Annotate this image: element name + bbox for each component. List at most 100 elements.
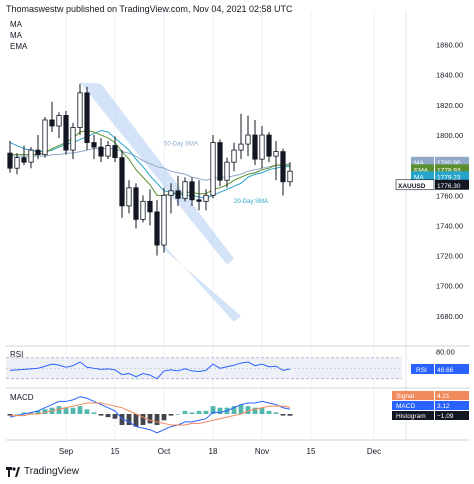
- macd-histogram-bar: [63, 407, 69, 414]
- price-tag: MA 1780.90: [411, 156, 469, 167]
- price-tag-label: MA: [414, 160, 424, 167]
- macd-tag-label: MACD: [396, 403, 415, 410]
- price-tag-value-bg: [435, 156, 469, 167]
- candle-body: [21, 157, 27, 163]
- candle-body: [147, 200, 153, 213]
- time-tick-label: Dec: [367, 447, 381, 456]
- rsi-tag-value-bg: [435, 364, 469, 375]
- candle-body: [245, 134, 251, 145]
- price-tag-value: 1780.90: [437, 160, 461, 167]
- macd-histogram-bar: [42, 409, 48, 414]
- brand[interactable]: TradingView: [6, 466, 79, 477]
- macd-histogram-bar: [217, 407, 223, 414]
- macd-histogram-bar: [210, 406, 216, 414]
- price-tick-label: 1680.00: [436, 312, 463, 321]
- candle-body: [119, 157, 125, 207]
- macd-histogram-bar: [231, 406, 237, 414]
- price-tick-label: 1800.00: [436, 131, 463, 140]
- time-tick-label: Nov: [255, 447, 269, 456]
- price-tag-label-bg: [411, 171, 434, 182]
- candle-body: [224, 161, 230, 181]
- sma50-label: 50-Day SMA: [164, 142, 198, 148]
- macd-histogram-bar: [168, 414, 174, 416]
- candle-body: [84, 92, 90, 143]
- macd-histogram-bar: [252, 407, 258, 414]
- macd-histogram-bar: [189, 412, 195, 414]
- time-tick-label: 18: [209, 447, 218, 456]
- trend-channel-lower: [157, 237, 241, 322]
- macd-histogram-bar: [203, 410, 209, 414]
- candle-body: [196, 199, 202, 202]
- macd-histogram-bar: [154, 414, 160, 425]
- candle-body: [238, 143, 244, 151]
- indicator-label-ma[interactable]: MA: [10, 20, 22, 29]
- candle-body: [28, 149, 34, 163]
- candle-body: [14, 157, 20, 169]
- macd-tag-value: 3.12: [437, 403, 450, 410]
- price-tag: MA 1779.23: [411, 171, 469, 182]
- price-tag-value: 1779.93: [437, 167, 461, 174]
- candle-body: [210, 142, 216, 196]
- publish-header: Thomaswestw published on TradingView.com…: [6, 4, 293, 14]
- time-tick-label: Sep: [59, 447, 74, 456]
- candle-body: [252, 134, 258, 160]
- indicator-label-ma-2[interactable]: MA: [10, 31, 22, 40]
- price-tick-label: 1840.00: [436, 71, 463, 80]
- macd-tag-value-bg: [435, 391, 469, 400]
- macd-tag-label-bg: [392, 391, 434, 400]
- candle-body: [7, 152, 13, 169]
- sma20-label: 20-Day SMA: [234, 199, 268, 205]
- candle-body: [259, 134, 265, 160]
- macd-histogram-bar: [266, 410, 272, 414]
- candle-body: [280, 151, 286, 183]
- candle-body: [98, 146, 104, 157]
- macd-histogram-bar: [84, 409, 90, 414]
- macd-histogram-bar: [175, 414, 181, 415]
- rsi-line: [9, 361, 291, 380]
- macd-histogram-bar: [105, 414, 111, 418]
- price-tick-label: 1760.00: [436, 191, 463, 200]
- price-tag-label: XAUUSD: [398, 183, 426, 190]
- candle-body: [35, 149, 41, 156]
- macd-histogram-bar: [7, 414, 13, 416]
- candle-body: [287, 170, 293, 183]
- price-tag: XAUUSD 1776.30: [395, 179, 469, 191]
- macd-tag-value: 4.21: [437, 393, 450, 400]
- macd-histogram-bar: [196, 410, 202, 414]
- tradingview-logo-icon: [6, 466, 20, 477]
- sma20-line: [9, 129, 290, 199]
- price-tag-value-bg: [435, 179, 469, 190]
- candle-body: [168, 190, 174, 196]
- rsi-tag-value: 48.66: [437, 367, 454, 374]
- price-tag-value-bg: [435, 171, 469, 182]
- macd-histogram-bar: [56, 406, 62, 414]
- macd-histogram-bar: [112, 414, 118, 419]
- macd-histogram-bar: [161, 414, 167, 421]
- candle-body: [70, 127, 76, 151]
- candle-body: [105, 145, 111, 157]
- indicator-label-ema[interactable]: EMA: [10, 42, 28, 51]
- macd-histogram-bar: [140, 414, 146, 425]
- macd-histogram-bar: [91, 412, 97, 414]
- macd-histogram-bar: [126, 414, 132, 425]
- rsi-tick-label: 80.00: [436, 348, 455, 357]
- candle-body: [112, 145, 118, 159]
- macd-histogram-bar: [119, 414, 125, 425]
- sma50-line: [10, 148, 291, 181]
- macd-line: [9, 396, 291, 434]
- candle-body: [140, 200, 146, 220]
- price-tag-label-bg: [411, 156, 434, 167]
- price-tick-label: 1700.00: [436, 282, 463, 291]
- macd-tag-label-bg: [392, 401, 434, 410]
- price-tick-label: 1740.00: [436, 221, 463, 230]
- macd-histogram-bar: [28, 412, 34, 414]
- macd-histogram-bar: [133, 414, 139, 427]
- macd-histogram-bar: [238, 404, 244, 414]
- price-tick-label: 1720.00: [436, 252, 463, 261]
- candle-body: [49, 119, 55, 127]
- macd-tag-value-bg: [435, 401, 469, 410]
- price-tick-label: 1820.00: [436, 101, 463, 110]
- macd-histogram-bar: [245, 406, 251, 414]
- candle-body: [63, 115, 69, 151]
